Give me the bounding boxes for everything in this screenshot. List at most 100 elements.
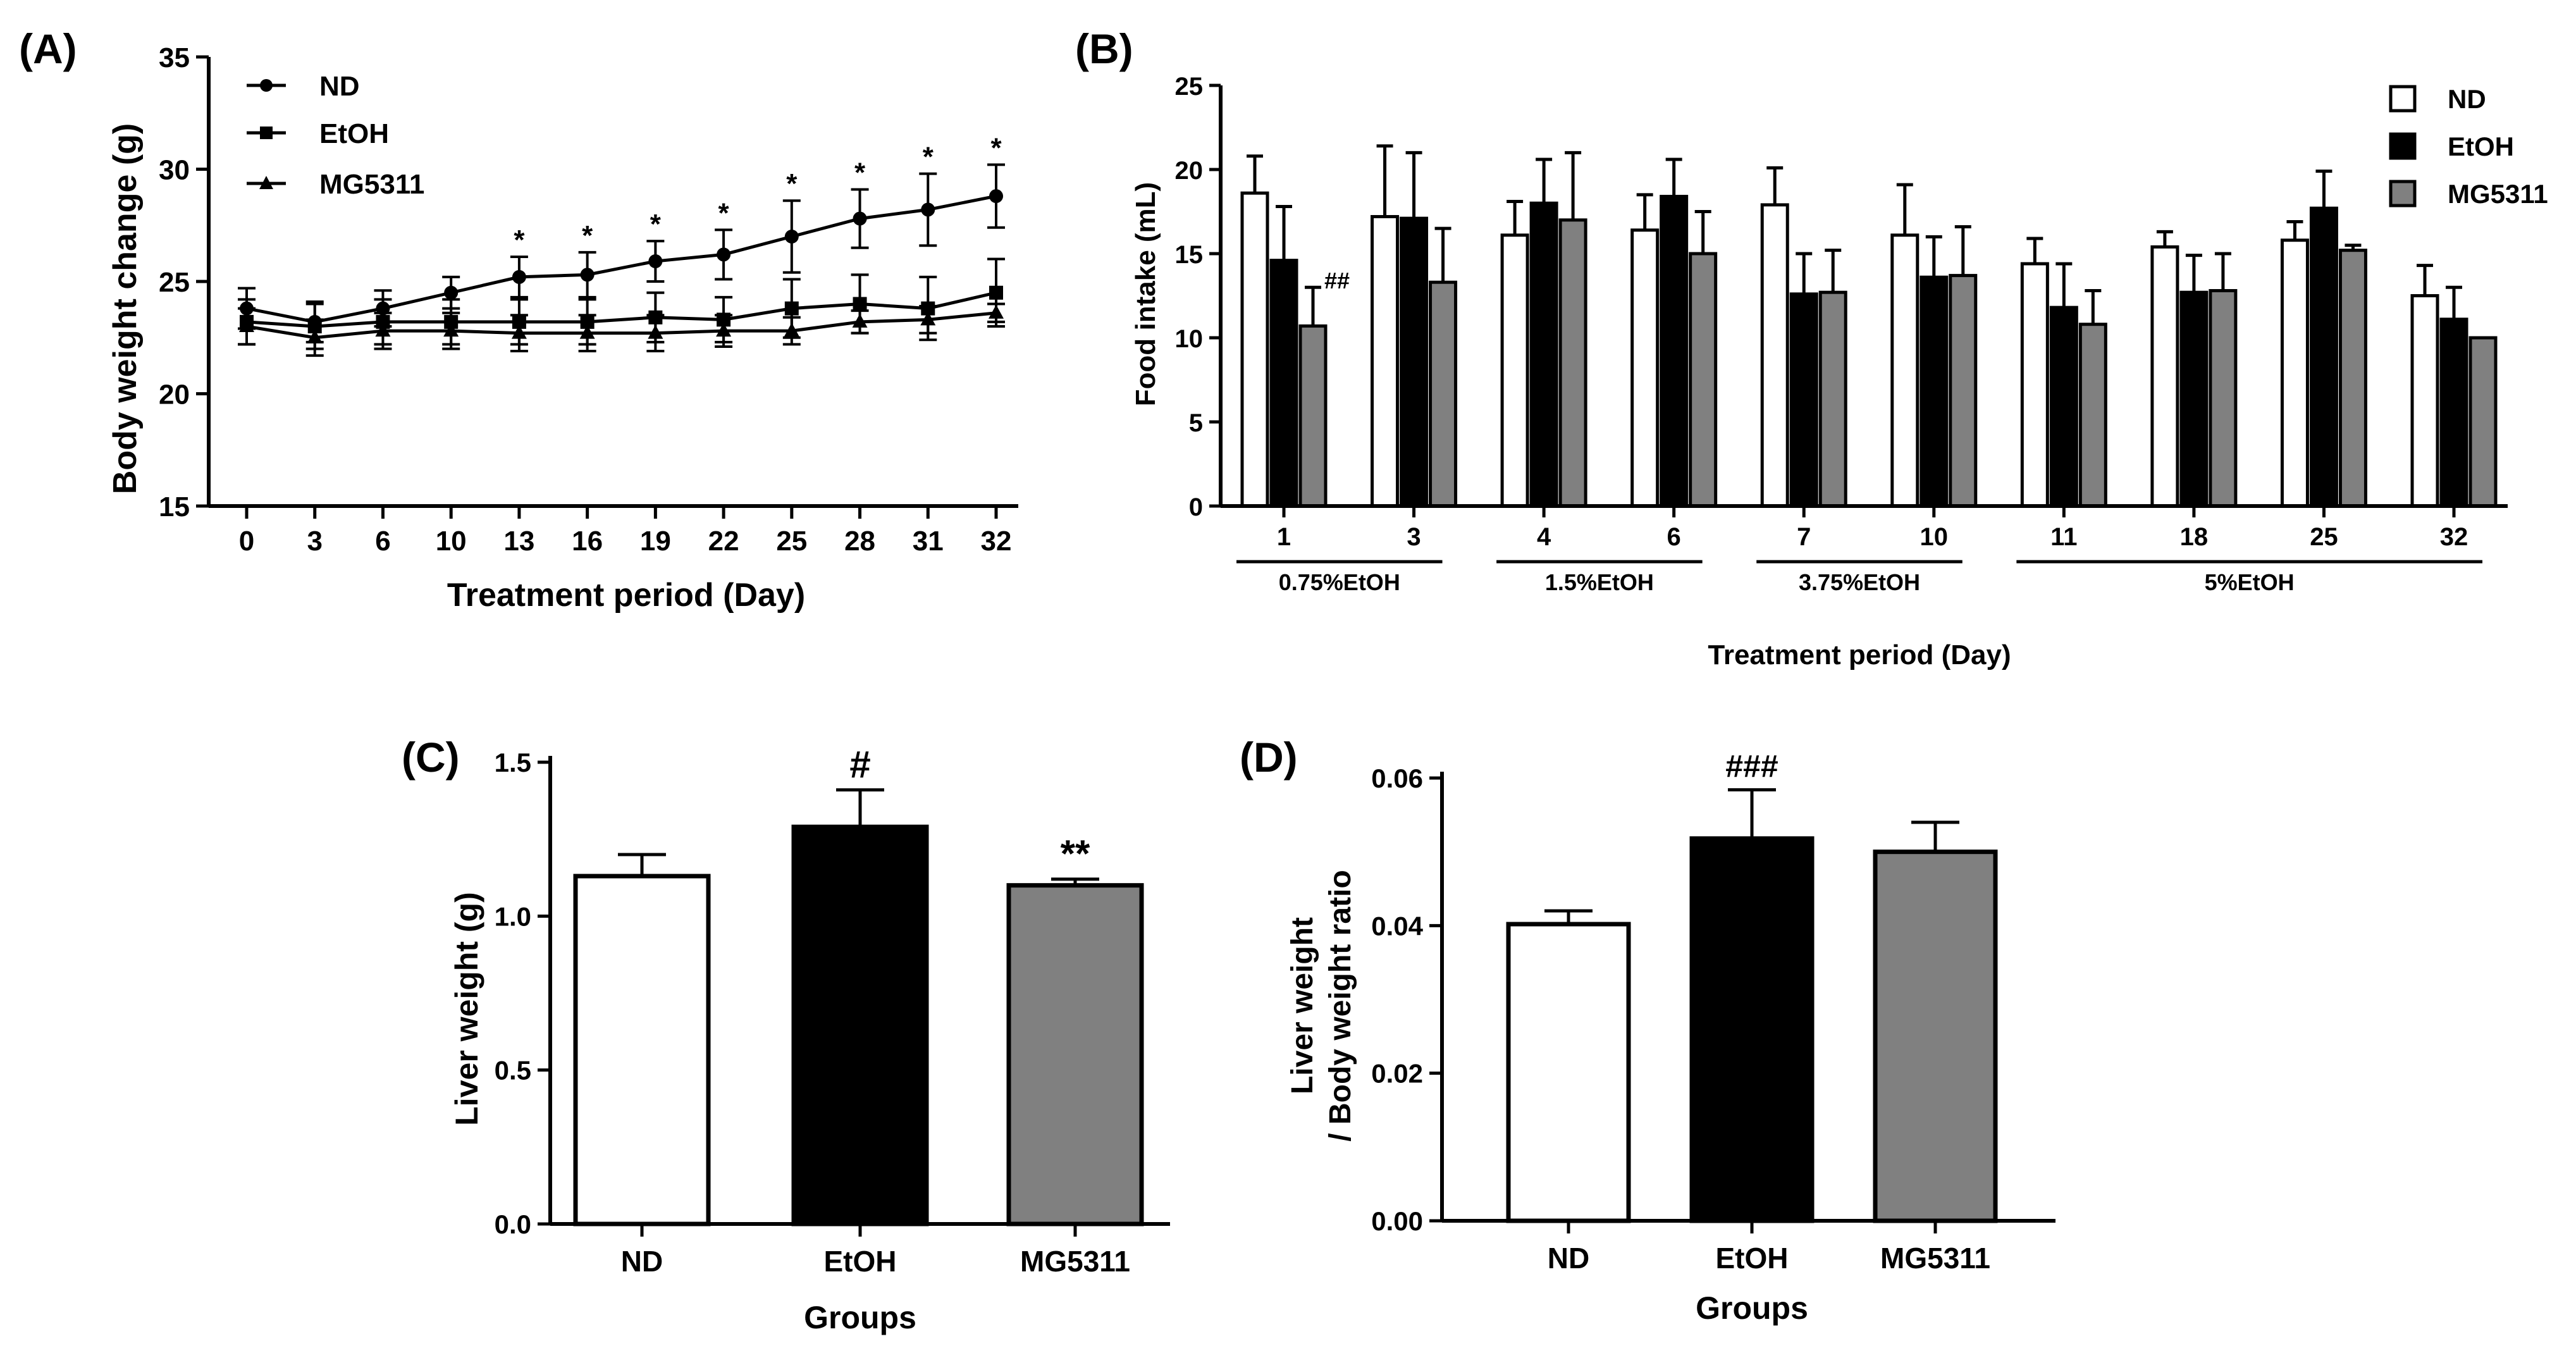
series-mg5311-point [852, 313, 868, 328]
bar-mg5311-significance-mark: ** [1061, 832, 1090, 875]
panel-x-tick-label: MG5311 [1020, 1245, 1130, 1278]
panel-b-x-axis-label: Treatment period (Day) [1708, 639, 2011, 670]
panel-a-y-tick-label: 35 [159, 42, 190, 73]
panel-a-significance-star: * [923, 142, 934, 173]
series-mg5311-point [716, 323, 732, 337]
panel-a-y-ticks: 15 20 25 30 35 [159, 42, 209, 522]
panel-a-legend: ND EtOH MG5311 [247, 71, 424, 200]
panel-y-tick-label: 0.00 [1371, 1206, 1423, 1236]
panel-d-plot: 0.00 0.02 0.04 0.06 ND EtOH ### MG5311 [1371, 749, 2055, 1275]
panel-b-y-tick-label: 20 [1175, 157, 1204, 185]
panel-a-y-tick-label: 30 [159, 155, 190, 186]
legend-mg5311-label: MG5311 [2448, 179, 2548, 209]
panel-b-significance-hash: ## [1324, 268, 1350, 293]
panel-d: (D) 0.00 0.02 0.04 0.06 ND EtOH ### MG5311 Grou… [1240, 734, 2055, 1326]
panel-a-y-tick-label: 15 [159, 491, 190, 522]
panel-b-group-label: 5%EtOH [2205, 569, 2295, 595]
panel-b-y-tick-label: 10 [1175, 325, 1204, 353]
panel-d-x-axis-label: Groups [1696, 1290, 1808, 1326]
bar-etoh-significance-mark: ### [1725, 749, 1778, 784]
series-nd-point [921, 202, 935, 217]
panel-b-y-axis-label: Food intake (mL) [1130, 182, 1161, 406]
series-mg5311-bar [1558, 218, 1587, 508]
series-mg5311-bar [2209, 289, 2238, 508]
panel-a-x-tick-label: 3 [307, 526, 322, 557]
series-nd-point [989, 189, 1003, 204]
legend-nd-circle-marker [260, 79, 273, 92]
panel-b-y-tick-label: 0 [1189, 493, 1203, 521]
series-etoh-bar [2309, 206, 2338, 508]
series-mg5311-point [579, 324, 595, 339]
panel-a-x-tick-label: 31 [913, 526, 944, 557]
series-mg5311-bar [2468, 336, 2498, 508]
panel-b-y-tick-label: 25 [1175, 73, 1204, 101]
panel-a-x-tick-label: 19 [640, 526, 671, 557]
panel-a-significance-star: * [990, 132, 1002, 163]
panel-b-x-ticks: 1 3 4 6 7 10 11 18 25 32 [1277, 506, 2468, 551]
legend-etoh-square-marker [260, 127, 273, 139]
panel-c-plot: 0.0 0.5 1.0 1.5 ND EtOH # MG5311 ** [495, 743, 1170, 1278]
panel-b-group-label: 3.75%EtOH [1799, 569, 1920, 595]
panel-a-x-ticks: 0 3 6 10 13 16 19 22 25 28 31 32 [239, 506, 1011, 557]
series-nd-point [648, 254, 663, 269]
panel-b-group-label: 0.75%EtOH [1279, 569, 1400, 595]
legend-nd-label: ND [319, 71, 360, 102]
series-etoh-point [989, 285, 1003, 300]
legend-etoh-swatch [2389, 132, 2417, 160]
panel-a-significance-star: * [582, 220, 593, 251]
panel-b: (B) ## 0 5 10 15 20 25 1 3 4 6 7 10 11 18 25 32 0.75%E… [1075, 25, 2548, 670]
panel-a-x-tick-label: 16 [572, 526, 603, 557]
panel-b-x-tick-label: 3 [1407, 523, 1420, 551]
series-mg5311-bar [1689, 252, 1718, 508]
series-mg5311-point [375, 323, 391, 337]
series-nd-point [512, 269, 526, 284]
series-nd-bar [1630, 228, 1660, 508]
series-nd-line [246, 194, 997, 324]
series-nd-bar [1371, 214, 1400, 508]
panel-y-tick-label: 0.5 [495, 1056, 531, 1085]
panel-b-x-tick-label: 1 [1277, 523, 1291, 551]
series-nd-bar [2020, 262, 2049, 508]
bar-etoh [1689, 836, 1815, 1223]
panel-a-significance-star: * [786, 168, 798, 199]
panel-b-y-ticks: 0 5 10 15 20 25 [1175, 73, 1221, 521]
panel-b-legend: ND EtOH MG5311 [2389, 84, 2548, 209]
panel-a-significance-star: * [854, 157, 866, 188]
panel-a-x-tick-label: 28 [844, 526, 875, 557]
panel-a-x-tick-label: 22 [708, 526, 739, 557]
series-etoh-bar [2179, 290, 2209, 508]
panel-b-x-tick-label: 4 [1537, 523, 1551, 551]
legend-etoh-label: EtOH [319, 118, 389, 149]
panel-a-significance-star: * [650, 209, 662, 240]
series-nd-point [717, 247, 731, 262]
panel-b-x-tick-label: 6 [1667, 523, 1681, 551]
series-nd-point [853, 211, 867, 226]
series-etoh-bar [1920, 275, 1949, 508]
series-nd-bar [1760, 203, 1789, 508]
series-etoh-point [784, 301, 799, 316]
panel-y-tick-label: 0.04 [1371, 911, 1423, 941]
series-nd-point [784, 230, 799, 244]
series-mg5311-point [989, 304, 1004, 319]
series-mg5311-bar [2078, 323, 2107, 508]
panel-a: (A) * * * * * * * * 15 20 25 30 35 0 3 6 10 13 16 19 22 25 2… [19, 25, 1018, 614]
series-nd-bar [1500, 233, 1529, 508]
panel-x-tick-label: EtOH [1716, 1242, 1789, 1275]
series-etoh-bar [1529, 201, 1558, 508]
legend-mg5311-swatch [2389, 180, 2417, 207]
panel-b-x-tick-label: 32 [2440, 523, 2468, 551]
series-etoh-bar [1660, 195, 1689, 508]
panel-x-tick-label: MG5311 [1880, 1242, 1990, 1275]
series-etoh-bar [1269, 259, 1298, 508]
series-mg5311-point [239, 318, 254, 332]
series-mg5311-point [784, 323, 799, 337]
panel-y-tick-label: 0.06 [1371, 763, 1423, 793]
legend-etoh-label: EtOH [2448, 132, 2514, 161]
series-mg5311-bar [1949, 274, 1978, 508]
panel-c-label: (C) [402, 734, 460, 781]
panel-a-x-tick-label: 13 [503, 526, 534, 557]
panel-a-x-axis-label: Treatment period (Day) [447, 577, 805, 614]
panel-a-x-tick-label: 0 [239, 526, 254, 557]
series-mg5311-line [246, 311, 997, 340]
